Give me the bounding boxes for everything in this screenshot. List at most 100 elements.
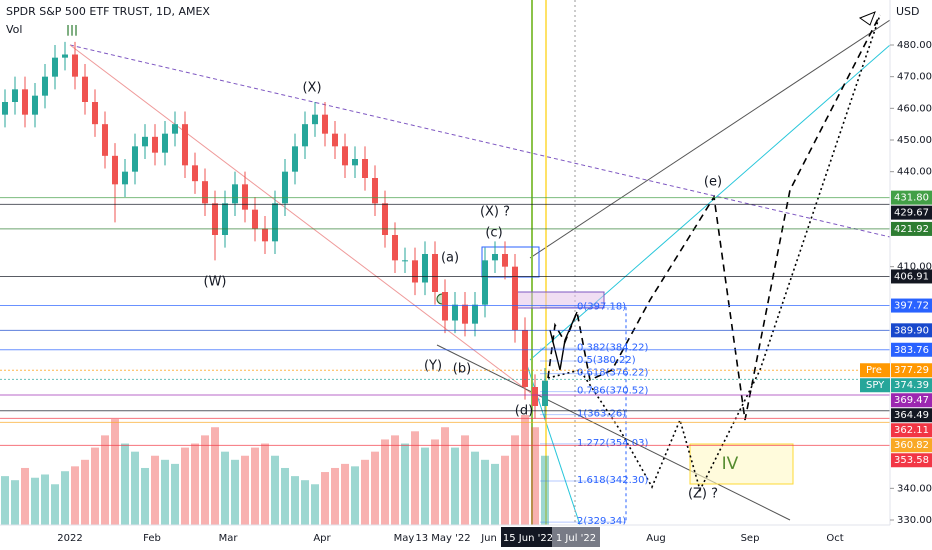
price-tag <box>891 393 932 408</box>
volume-bar <box>481 459 489 525</box>
volume-bar <box>261 443 269 525</box>
candle-body <box>532 387 538 406</box>
candle-body <box>272 203 278 242</box>
volume-bar <box>431 439 439 525</box>
candle-body <box>82 76 88 102</box>
candle-body <box>52 57 58 77</box>
volume-bar <box>441 427 449 525</box>
fib-label: 1.618(342.30) <box>577 475 649 486</box>
volume-bar <box>371 451 379 525</box>
price-tag <box>891 423 932 438</box>
volume-bar <box>521 415 529 525</box>
price-tag-label: 353.58 <box>894 455 929 466</box>
y-tick-label: 440.00 <box>897 167 932 178</box>
volume-bar <box>311 484 319 525</box>
x-tick-label: Aug <box>646 533 666 544</box>
volume-bar <box>241 455 249 525</box>
trend-line <box>69 44 891 238</box>
candle-body <box>502 254 508 267</box>
price-tag-label: 374.39 <box>894 380 929 391</box>
indicator-icon: ||| <box>66 23 78 36</box>
price-tag <box>891 453 932 468</box>
wave-label: (b) <box>453 362 471 377</box>
candle-body <box>22 89 28 115</box>
series-tag-label: Pre <box>866 365 882 376</box>
candle-body <box>332 133 338 147</box>
volume-bar <box>51 484 59 525</box>
volume-bar <box>541 455 549 525</box>
candle-body <box>192 165 198 182</box>
price-tag-label: 431.80 <box>894 193 929 204</box>
price-tag <box>891 378 932 393</box>
price-tag-label: 369.47 <box>894 395 929 406</box>
volume-bar <box>201 435 209 525</box>
volume-bar <box>111 419 119 525</box>
candle-body <box>352 159 358 166</box>
volume-bar <box>141 467 149 525</box>
candle-body <box>62 54 68 58</box>
wave-label: (a) <box>441 251 459 266</box>
price-tag <box>891 221 932 236</box>
candle-body <box>182 124 188 166</box>
series-tag <box>860 378 890 393</box>
fib-label: 2(329.34) <box>577 516 626 527</box>
volume-bar <box>171 463 179 525</box>
candle-body <box>152 136 158 153</box>
fib-label: 0.618(376.22) <box>577 368 649 379</box>
y-tick-label: 470.00 <box>897 72 932 83</box>
candle-body <box>122 171 128 185</box>
candle-body <box>462 304 468 324</box>
candle-body <box>282 171 288 204</box>
volume-bar <box>291 476 299 525</box>
volume-bar <box>61 471 69 525</box>
candle-body <box>372 178 378 204</box>
x-tick-label: 15 Jun '22 <box>503 533 553 544</box>
price-tag-label: 406.91 <box>894 271 929 282</box>
candle-body <box>222 203 228 235</box>
wave-label: (X) <box>302 81 321 96</box>
wave-label: IV <box>722 454 739 474</box>
price-tag <box>891 342 932 357</box>
candle-body <box>492 254 498 261</box>
volume-bar <box>341 463 349 525</box>
price-tag <box>891 323 932 338</box>
fib-label: 0(397.18) <box>577 301 626 312</box>
candle-body <box>142 136 148 147</box>
volume-bar <box>81 459 89 525</box>
candle-body <box>342 146 348 166</box>
wave-label: (d) <box>515 404 533 419</box>
series-tag-label: SPY <box>866 380 885 391</box>
volume-bar <box>301 480 309 525</box>
candle-body <box>452 304 458 321</box>
x-tick-label: Jun <box>480 533 497 544</box>
candle-body <box>412 260 418 283</box>
x-tick-label: May <box>394 533 415 544</box>
volume-bar <box>271 455 279 525</box>
candle-body <box>302 124 308 147</box>
volume-bar <box>471 451 479 525</box>
price-tag-label: 360.82 <box>894 440 929 451</box>
fib-label: 1.272(354.03) <box>577 438 649 449</box>
price-tag-label: 429.67 <box>894 208 929 219</box>
volume-bar <box>461 435 469 525</box>
currency-label: USD <box>896 5 920 18</box>
candle-body <box>232 184 238 204</box>
price-tag <box>891 190 932 205</box>
volume-bar <box>71 466 79 525</box>
candle-body <box>112 155 118 185</box>
channel-line <box>436 344 791 521</box>
price-tag-label: 389.90 <box>894 325 929 336</box>
candle-body <box>242 184 248 210</box>
volume-bar <box>331 467 339 525</box>
volume-bar <box>101 435 109 525</box>
candle-body <box>132 146 138 172</box>
candle-body <box>172 124 178 134</box>
volume-bar <box>281 467 289 525</box>
volume-bar <box>121 443 129 525</box>
price-tag-label: 397.72 <box>894 301 929 312</box>
x-tick-label: Apr <box>313 533 331 544</box>
price-tag-label: 421.92 <box>894 224 929 235</box>
volume-bar <box>391 435 399 525</box>
volume-bar <box>31 477 39 525</box>
candle-body <box>32 95 38 115</box>
